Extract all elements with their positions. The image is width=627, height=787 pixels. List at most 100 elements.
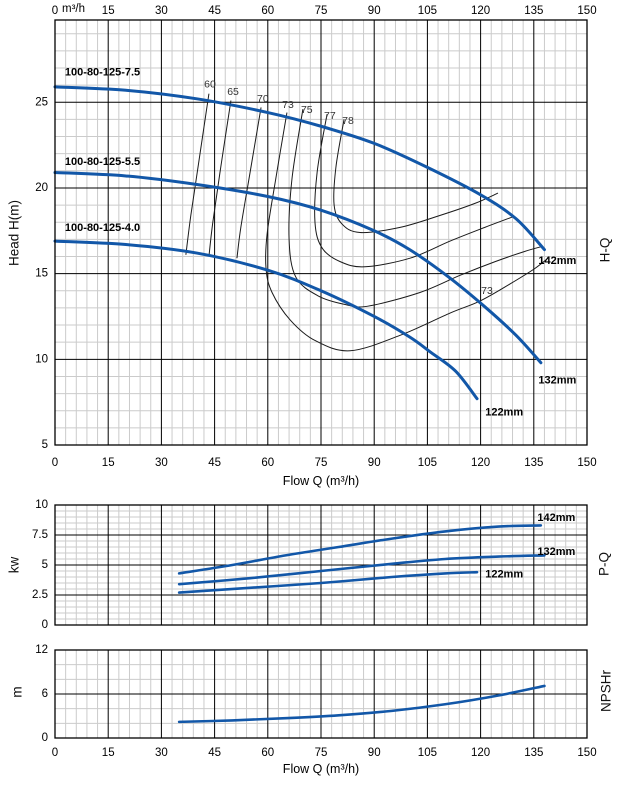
power-axis-label: kw [6,556,22,574]
contour-75 [288,109,544,308]
curve-NPSHr [177,684,546,724]
curve-142mm [53,85,546,252]
x-tick-label: 120 [471,5,490,17]
y-tick-label: 7.5 [32,529,48,541]
curves [177,524,546,594]
curve-label: 100-80-125-4.0 [65,222,140,234]
y-tick-label: 2.5 [32,589,48,601]
chart-pq: 0 2.5 5 7.5 10 142mm 132mm 122mm [32,499,588,631]
npshr-side-label: NPSHr [598,669,614,713]
x-tick-label: 120 [471,747,490,759]
y-tick-label: 5 [42,559,48,571]
x-tick-label: 105 [418,457,437,469]
y-tick-label: 12 [35,644,48,656]
chart-npshr: 0 15 30 45 60 75 90 105 120 135 150 0 6 12 [35,644,596,759]
y-tick-label: 5 [42,439,48,451]
contour-78 [333,119,499,234]
curve-label: 122mm [485,406,523,418]
plot-frame [54,649,588,739]
x-tick-label: 30 [155,747,168,759]
x-tick-label: 75 [315,457,328,469]
curve-label: 132mm [538,375,576,387]
curve-132mm [53,171,543,365]
x-tick-label: 135 [524,457,543,469]
x-tick-label: 135 [524,747,543,759]
x-tick-label: 75 [315,5,328,17]
x-tick-label: 60 [261,457,274,469]
x-tick-label: 30 [155,457,168,469]
curve-label: 100-80-125-7.5 [65,66,140,78]
efficiency-label: 73 [282,99,294,111]
plot-frame [54,504,588,626]
x-tick-label: 45 [208,457,221,469]
x-tick-label: 90 [368,5,381,17]
tick-labels: 0 15 30 45 60 75 90 105 120 135 150 0 6 12 [35,644,596,759]
x-tick-label: 45 [208,5,221,17]
x-tick-label: 90 [368,457,381,469]
x-tick-label: 15 [102,457,115,469]
x-tick-label: 30 [155,5,168,17]
x-tick-label: 150 [577,457,596,469]
y-tick-label: 10 [35,353,48,365]
flow-axis-caption-bottom: Flow Q (m³/h) [282,762,360,776]
x-tick-label: 15 [102,747,115,759]
npsh-axis-label: m [9,686,25,698]
x-tick-label: 135 [524,5,543,17]
curves [53,85,546,401]
y-tick-label: 6 [42,688,48,700]
x-tick-label: 120 [471,457,490,469]
y-tick-label: 25 [35,96,48,108]
curve-label: 100-80-125-5.5 [65,156,140,168]
hq-side-label: H-Q [597,237,613,263]
curve-142mm [177,524,543,575]
contour-73 [265,112,549,352]
x-tick-label: 60 [261,747,274,759]
curve-122mm [177,570,479,594]
curve-132mm [177,554,546,586]
x-tick-label: 150 [577,747,596,759]
x-tick-label: 105 [418,747,437,759]
contour-77 [314,114,513,268]
x-tick-label: 105 [418,5,437,17]
annotations: 142mm 132mm 122mm [485,512,575,580]
curve-122mm [53,239,479,401]
efficiency-label: 65 [227,86,239,98]
x-tick-label: 150 [577,5,596,17]
curves [177,684,546,724]
y-tick-label: 10 [35,499,48,511]
efficiency-label: 70 [257,93,269,105]
contour-65 [208,100,232,257]
efficiency-label: 78 [342,115,354,127]
curve-label: 142mm [538,255,576,267]
flow-unit-label: m³/h [62,3,85,15]
x-tick-label: 75 [315,747,328,759]
efficiency-contours [185,93,549,352]
curve-label: 142mm [537,512,575,524]
y-tick-label: 0 [42,732,48,744]
y-tick-label: 0 [42,619,48,631]
curve-label: 122mm [485,569,523,581]
efficiency-label: 77 [324,110,336,122]
x-tick-label: 15 [102,5,115,17]
y-tick-label: 20 [35,182,48,194]
curve-label: 132mm [537,546,575,558]
efficiency-label: 73 [481,285,493,297]
x-tick-label: 0 [52,747,58,759]
tick-labels: 0 2.5 5 7.5 10 [32,499,48,631]
x-tick-label: 60 [261,5,274,17]
efficiency-label: 75 [301,104,313,116]
x-tick-label: 0 [52,5,58,17]
plot-frame [54,19,588,446]
y-tick-label: 15 [35,268,48,280]
contour-60 [185,93,210,255]
efficiency-label: 60 [204,78,216,90]
x-tick-label: 90 [368,747,381,759]
head-axis-label: Head H(m) [6,199,22,267]
pq-side-label: P-Q [596,551,612,577]
x-tick-label: 45 [208,747,221,759]
annotations: 100-80-125-7.5 100-80-125-5.5 100-80-125-4… [65,66,577,418]
